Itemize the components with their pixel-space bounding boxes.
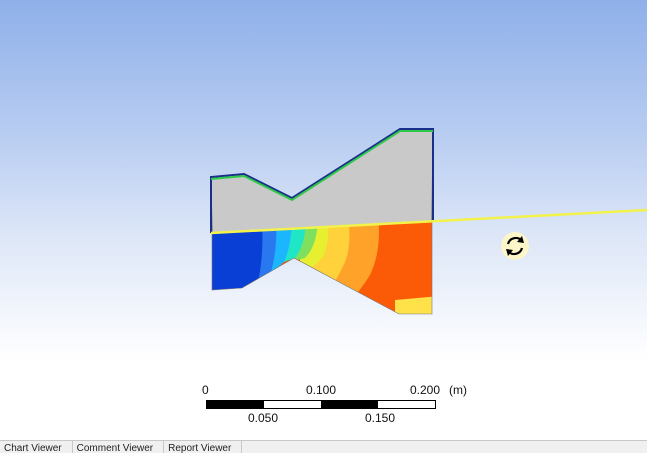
3d-viewport[interactable]: 0 0.100 0.200 (m) 0.050 0.150 <box>0 0 647 440</box>
geometry-outline-green <box>210 130 433 202</box>
tab-chart-viewer[interactable]: Chart Viewer <box>0 441 73 453</box>
model-scene[interactable] <box>0 0 647 440</box>
rotate-icon <box>501 232 529 260</box>
scale-bar-segment <box>378 401 435 408</box>
tab-comment-viewer[interactable]: Comment Viewer <box>73 441 165 453</box>
scale-bar-segment <box>207 401 264 408</box>
scale-bar-segment <box>264 401 321 408</box>
scale-bar-segment <box>321 401 378 408</box>
scale-unit: (m) <box>449 383 467 397</box>
geometry-outline-blue <box>210 128 434 233</box>
scale-bar <box>206 400 436 409</box>
scale-tick-0150: 0.150 <box>365 411 396 425</box>
scale-tick-0100: 0.100 <box>306 383 337 397</box>
scale-tick-0200: 0.200 <box>410 383 441 397</box>
scale-tick-0050: 0.050 <box>248 411 279 425</box>
contour-outline <box>211 220 433 315</box>
viewer-tab-bar: Chart Viewer Comment Viewer Report Viewe… <box>0 440 647 453</box>
tab-report-viewer[interactable]: Report Viewer <box>164 441 243 453</box>
section-line <box>210 208 647 235</box>
scale-tick-0: 0 <box>202 383 209 397</box>
